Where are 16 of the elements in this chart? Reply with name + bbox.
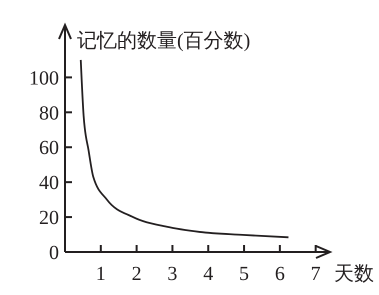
y-axis-title: 记忆的数量(百分数)	[77, 30, 250, 52]
y-tick-label: 0	[49, 242, 59, 264]
x-tick-label: 3	[167, 263, 178, 285]
x-tick-label: 1	[96, 263, 106, 285]
x-tick-label: 6	[274, 263, 285, 285]
x-tick-label: 7	[310, 263, 321, 285]
y-tick-label: 60	[39, 137, 59, 160]
y-tick-label: 20	[39, 207, 59, 230]
y-tick-label: 40	[39, 172, 59, 194]
x-axis-title: 天数	[334, 263, 374, 285]
x-tick-label: 5	[239, 263, 250, 285]
line-series	[80, 59, 290, 238]
x-tick-label: 4	[203, 263, 214, 285]
x-tick-label: 2	[132, 263, 142, 285]
y-tick-label: 80	[39, 102, 59, 124]
y-tick-label: 100	[29, 67, 59, 90]
